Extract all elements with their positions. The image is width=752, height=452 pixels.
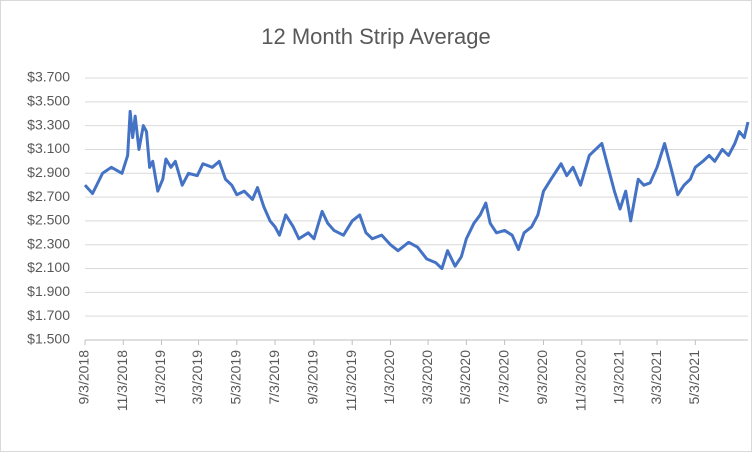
x-tick-label: 5/3/2020	[457, 350, 473, 405]
x-tick-label: 3/3/2020	[419, 350, 435, 405]
x-tick-label: 3/3/2021	[648, 350, 664, 405]
y-tick-label: $3.300	[27, 116, 70, 132]
x-tick-label: 1/3/2021	[611, 350, 627, 405]
x-tick-label: 11/3/2018	[114, 350, 130, 411]
y-tick-label: $1.700	[27, 307, 70, 323]
y-tick-label: $2.700	[27, 188, 70, 204]
x-tick-label: 5/3/2021	[686, 350, 702, 405]
x-tick-label: 9/3/2020	[534, 350, 550, 405]
x-tick-label: 7/3/2020	[495, 350, 511, 405]
y-tick-label: $1.900	[27, 283, 70, 299]
x-tick-label: 11/3/2020	[572, 350, 588, 411]
x-tick-label: 9/3/2018	[76, 350, 92, 405]
y-tick-label: $2.900	[27, 164, 70, 180]
x-tick-label: 1/3/2020	[381, 350, 397, 405]
y-tick-label: $2.500	[27, 212, 70, 228]
data-line	[83, 109, 750, 271]
x-tick-label: 11/3/2019	[343, 350, 359, 411]
x-tick-label: 3/3/2019	[189, 350, 205, 405]
chart-title: 12 Month Strip Average	[261, 24, 491, 49]
y-tick-label: $3.700	[27, 69, 70, 85]
y-tick-label: $2.100	[27, 259, 70, 275]
y-tick-label: $2.300	[27, 235, 70, 251]
x-tick-label: 7/3/2019	[266, 350, 282, 405]
x-tick-label: 1/3/2019	[152, 350, 168, 405]
y-tick-label: $3.500	[27, 93, 70, 109]
x-tick-label: 9/3/2019	[305, 350, 321, 405]
y-tick-label: $3.100	[27, 140, 70, 156]
x-tick-label: 5/3/2019	[227, 350, 243, 405]
y-tick-label: $1.500	[27, 331, 70, 347]
